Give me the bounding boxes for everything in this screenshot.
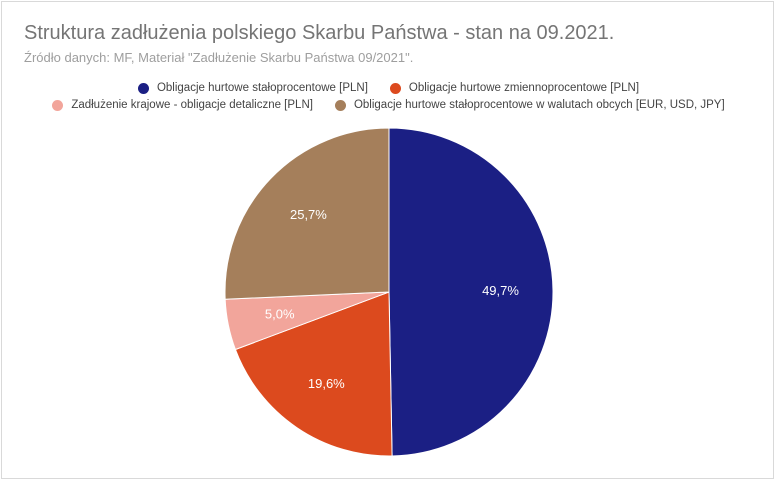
legend-marker — [137, 82, 149, 94]
slice-data-label: 25,7% — [290, 207, 327, 222]
legend-label: Obligacje hurtowe stałoprocentowe w walu… — [353, 99, 725, 111]
legend-marker — [334, 99, 346, 111]
legend-item[interactable]: Zadłużenie krajowe - obligacje detaliczn… — [52, 99, 313, 111]
legend-row-2: Zadłużenie krajowe - obligacje detaliczn… — [0, 99, 777, 111]
pie-slice[interactable] — [388, 127, 554, 457]
legend-label: Obligacje hurtowe zmiennoprocentowe [PLN… — [408, 82, 640, 94]
legend-item[interactable]: Obligacje hurtowe stałoprocentowe [PLN] — [137, 82, 368, 94]
legend-marker — [389, 82, 401, 94]
legend-marker — [52, 99, 64, 111]
legend-label: Obligacje hurtowe stałoprocentowe [PLN] — [156, 82, 368, 94]
slice-data-label: 49,7% — [482, 283, 519, 298]
pie-slice[interactable] — [234, 291, 393, 457]
legend-row-1: Obligacje hurtowe stałoprocentowe [PLN] … — [0, 82, 777, 94]
chart-subtitle: Źródło danych: MF, Materiał "Zadłużenie … — [24, 50, 414, 65]
slice-data-label: 5,0% — [265, 306, 295, 321]
chart-title: Struktura zadłużenia polskiego Skarbu Pa… — [24, 22, 615, 44]
slice-data-label: 19,6% — [308, 376, 345, 391]
legend-item[interactable]: Obligacje hurtowe stałoprocentowe w walu… — [334, 99, 725, 111]
pie-slice[interactable] — [224, 127, 390, 300]
legend-label: Zadłużenie krajowe - obligacje detaliczn… — [71, 99, 313, 111]
legend-item[interactable]: Obligacje hurtowe zmiennoprocentowe [PLN… — [389, 82, 640, 94]
